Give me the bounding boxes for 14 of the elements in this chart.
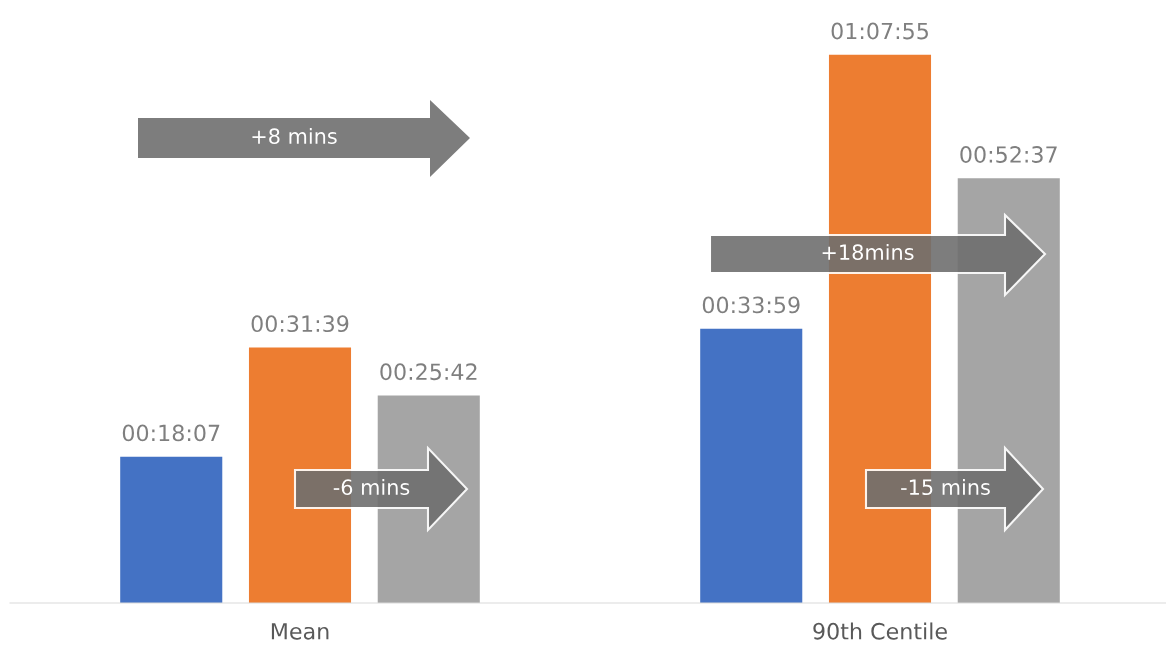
bar [700, 328, 803, 603]
data-label: 00:31:39 [251, 315, 349, 333]
x-tick-label: 90th Centile [813, 622, 947, 640]
bar [120, 456, 223, 603]
data-label: 00:25:42 [380, 363, 477, 381]
data-label: 00:18:07 [122, 424, 220, 442]
annotation: +8 mins [252, 127, 337, 145]
data-label: 00:33:59 [702, 296, 800, 314]
x-tick-label: Mean [271, 623, 329, 640]
annotation: -15 mins [901, 478, 990, 496]
annotation: +18mins [822, 243, 914, 261]
data-label: 01:07:55 [831, 22, 928, 40]
annotation: -6 mins [333, 478, 410, 496]
data-label: 00:52:37 [960, 146, 1057, 163]
